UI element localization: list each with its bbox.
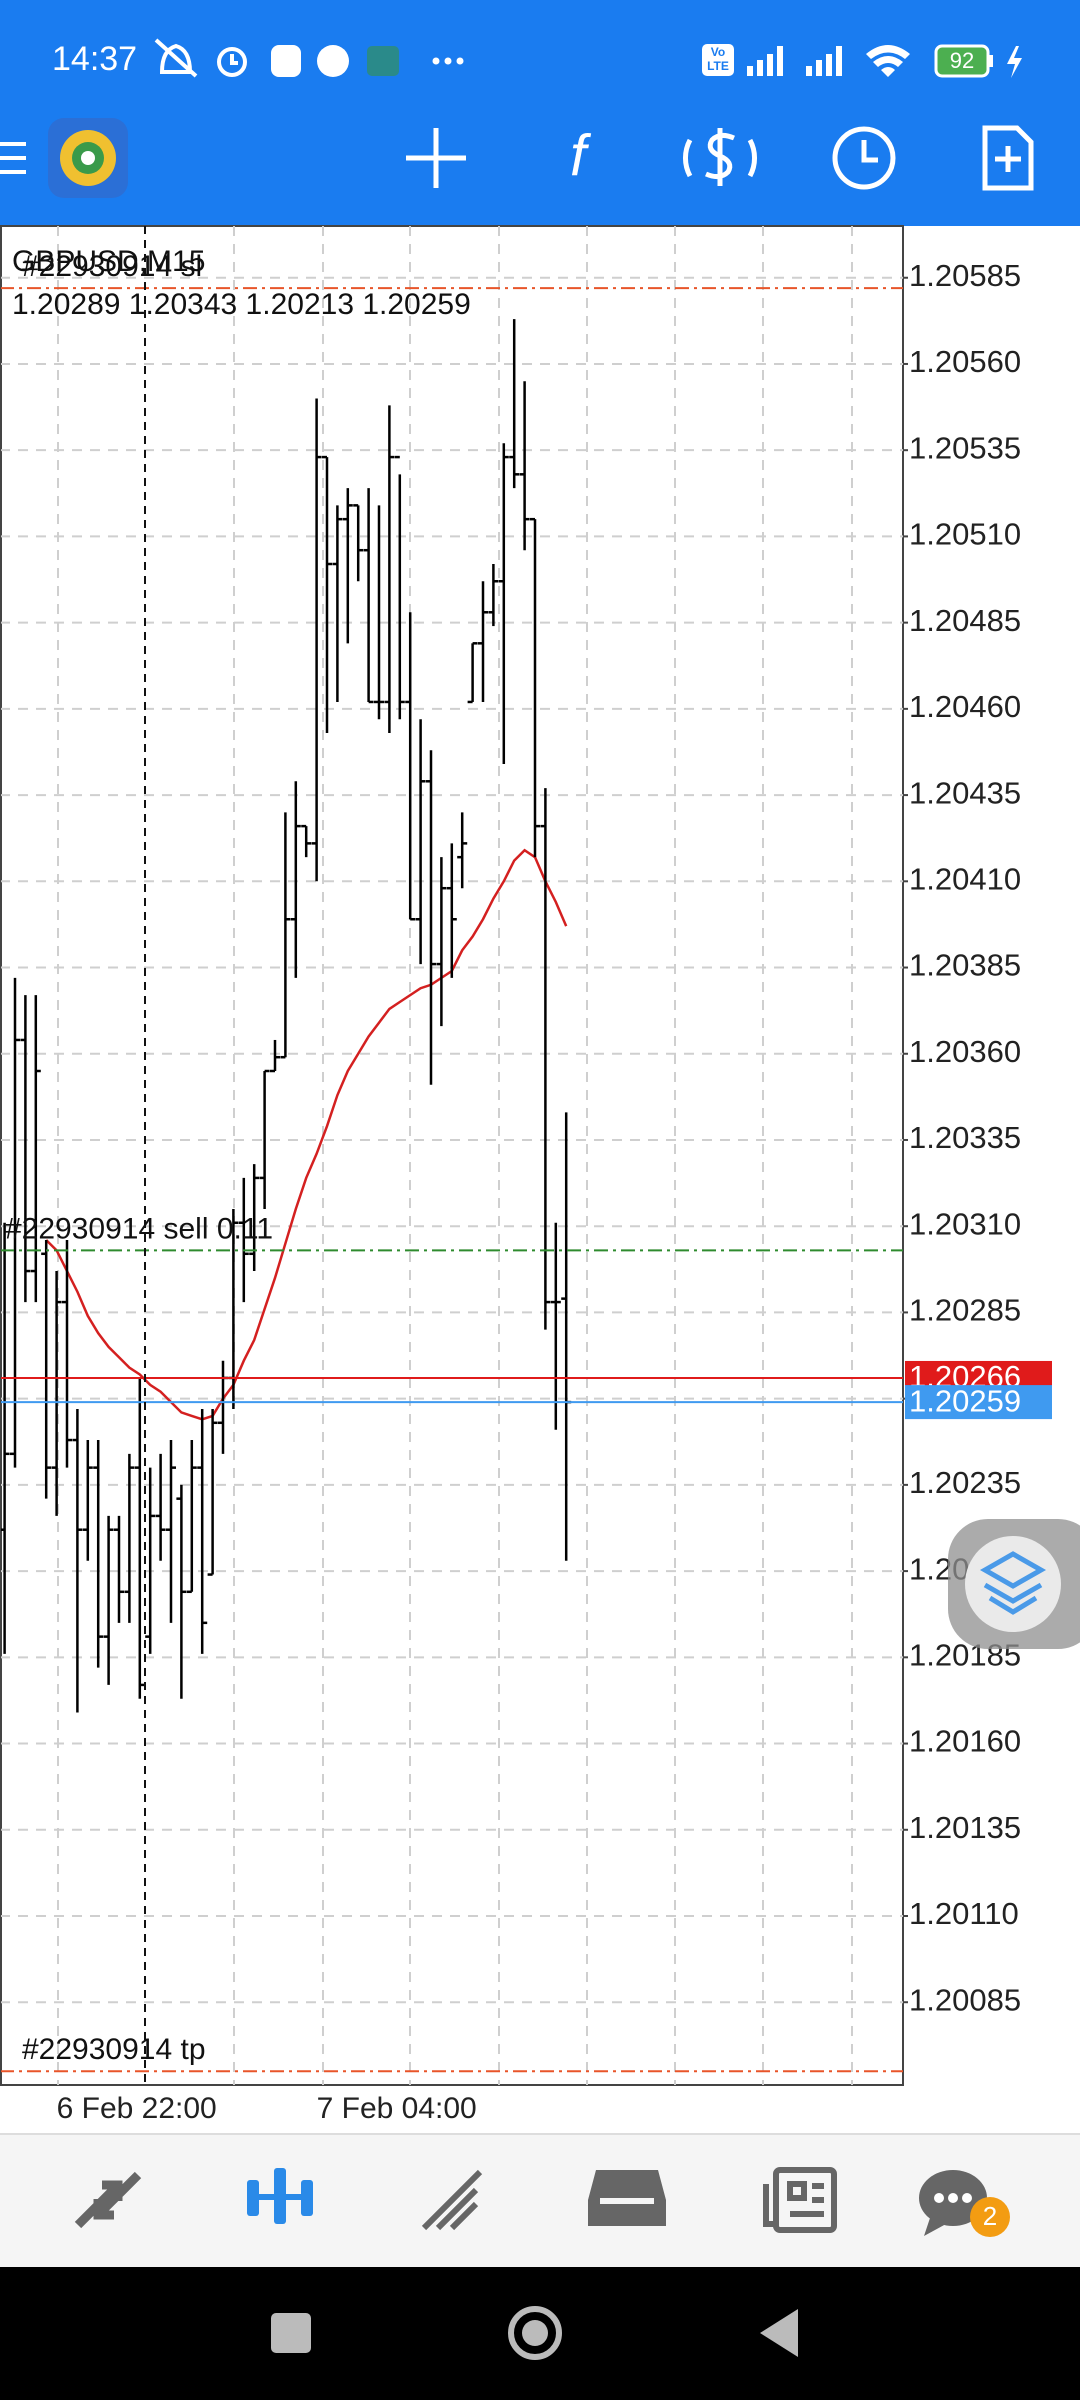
y-tick-label: 1.20535 bbox=[909, 430, 1021, 465]
order-label: #22930914 sl bbox=[22, 250, 202, 283]
app-header bbox=[0, 0, 1080, 226]
new-order-button[interactable] bbox=[982, 125, 1034, 191]
chat-tab[interactable] bbox=[919, 2170, 1010, 2237]
battery-level: 92 bbox=[950, 48, 974, 73]
moving-average bbox=[45, 848, 568, 1421]
recents-button[interactable] bbox=[271, 2313, 311, 2353]
y-tick-label: 1.20285 bbox=[909, 1293, 1021, 1328]
order-label: #22930914 tp bbox=[22, 2033, 206, 2066]
menu-button[interactable] bbox=[0, 142, 26, 174]
y-tick-label: 1.20235 bbox=[909, 1465, 1021, 1500]
y-tick-label: 1.20560 bbox=[909, 344, 1021, 379]
chat-badge: 2 bbox=[983, 2201, 997, 2231]
y-tick-label: 1.20460 bbox=[909, 689, 1021, 724]
plot-area bbox=[1, 276, 903, 2073]
signal-icons bbox=[747, 45, 910, 77]
news-tab[interactable] bbox=[763, 2167, 837, 2233]
bid-label: 1.20259 bbox=[909, 1383, 1021, 1418]
crosshair-button[interactable] bbox=[406, 128, 466, 188]
y-tick-label: 1.20360 bbox=[909, 1034, 1021, 1069]
y-tick-label: 1.20485 bbox=[909, 603, 1021, 638]
quick-button[interactable] bbox=[948, 1519, 1080, 1649]
status-icons bbox=[154, 38, 399, 78]
period-button[interactable] bbox=[832, 126, 896, 190]
y-tick-label: 1.20585 bbox=[909, 258, 1021, 293]
y-tick-label: 1.20110 bbox=[909, 1896, 1019, 1931]
y-tick-label: 1.20160 bbox=[909, 1724, 1021, 1759]
battery bbox=[934, 44, 990, 78]
y-tick-label: 1.20385 bbox=[909, 948, 1021, 983]
bid-badge bbox=[905, 1385, 1052, 1420]
y-tick-label: 1.20410 bbox=[909, 861, 1021, 896]
clock: 14:37 bbox=[52, 40, 137, 78]
app-logo[interactable] bbox=[48, 118, 128, 198]
battery-tip bbox=[989, 55, 993, 67]
more-dot bbox=[444, 57, 452, 65]
price-axis: 1.20585 1.20560 1.20535 1.20510 1.20485 1.204… bbox=[903, 258, 1052, 2017]
bottom-nav bbox=[0, 2134, 1080, 2267]
y-tick-label: 1.20135 bbox=[909, 1810, 1021, 1845]
volte-text: Vo bbox=[711, 45, 725, 59]
more-dot bbox=[432, 57, 440, 65]
order-label: #22930914 sell 0.11 bbox=[5, 1212, 273, 1245]
home-button[interactable] bbox=[508, 2306, 562, 2360]
quotes-tab[interactable] bbox=[74, 2171, 142, 2229]
ohlc-readout: 1.20289 1.20343 1.20213 1.20259 bbox=[12, 288, 471, 321]
chart-title: GBPUSD,M15 bbox=[12, 245, 205, 278]
chart-frame bbox=[0, 225, 904, 2086]
chart-tab[interactable] bbox=[247, 2168, 313, 2224]
back-button[interactable] bbox=[760, 2309, 798, 2357]
charging-icon bbox=[1007, 46, 1022, 78]
trade-tab[interactable] bbox=[421, 2169, 483, 2231]
more-dot bbox=[456, 57, 464, 65]
trade-button[interactable] bbox=[682, 128, 758, 186]
y-tick-label: 1.20085 bbox=[909, 1982, 1021, 2017]
x-tick-label: 7 Feb 04:00 bbox=[317, 2092, 477, 2125]
y-tick-label: 1.20435 bbox=[909, 775, 1021, 810]
y-tick-label: 1.20310 bbox=[909, 1206, 1021, 1241]
x-tick-label: 6 Feb 22:00 bbox=[57, 2092, 217, 2125]
y-tick-label: 1.20335 bbox=[909, 1120, 1021, 1155]
volte-icon bbox=[702, 44, 734, 76]
y-tick-label: 1.20510 bbox=[909, 517, 1021, 552]
history-tab[interactable] bbox=[588, 2170, 666, 2226]
volte-text: LTE bbox=[707, 59, 729, 73]
